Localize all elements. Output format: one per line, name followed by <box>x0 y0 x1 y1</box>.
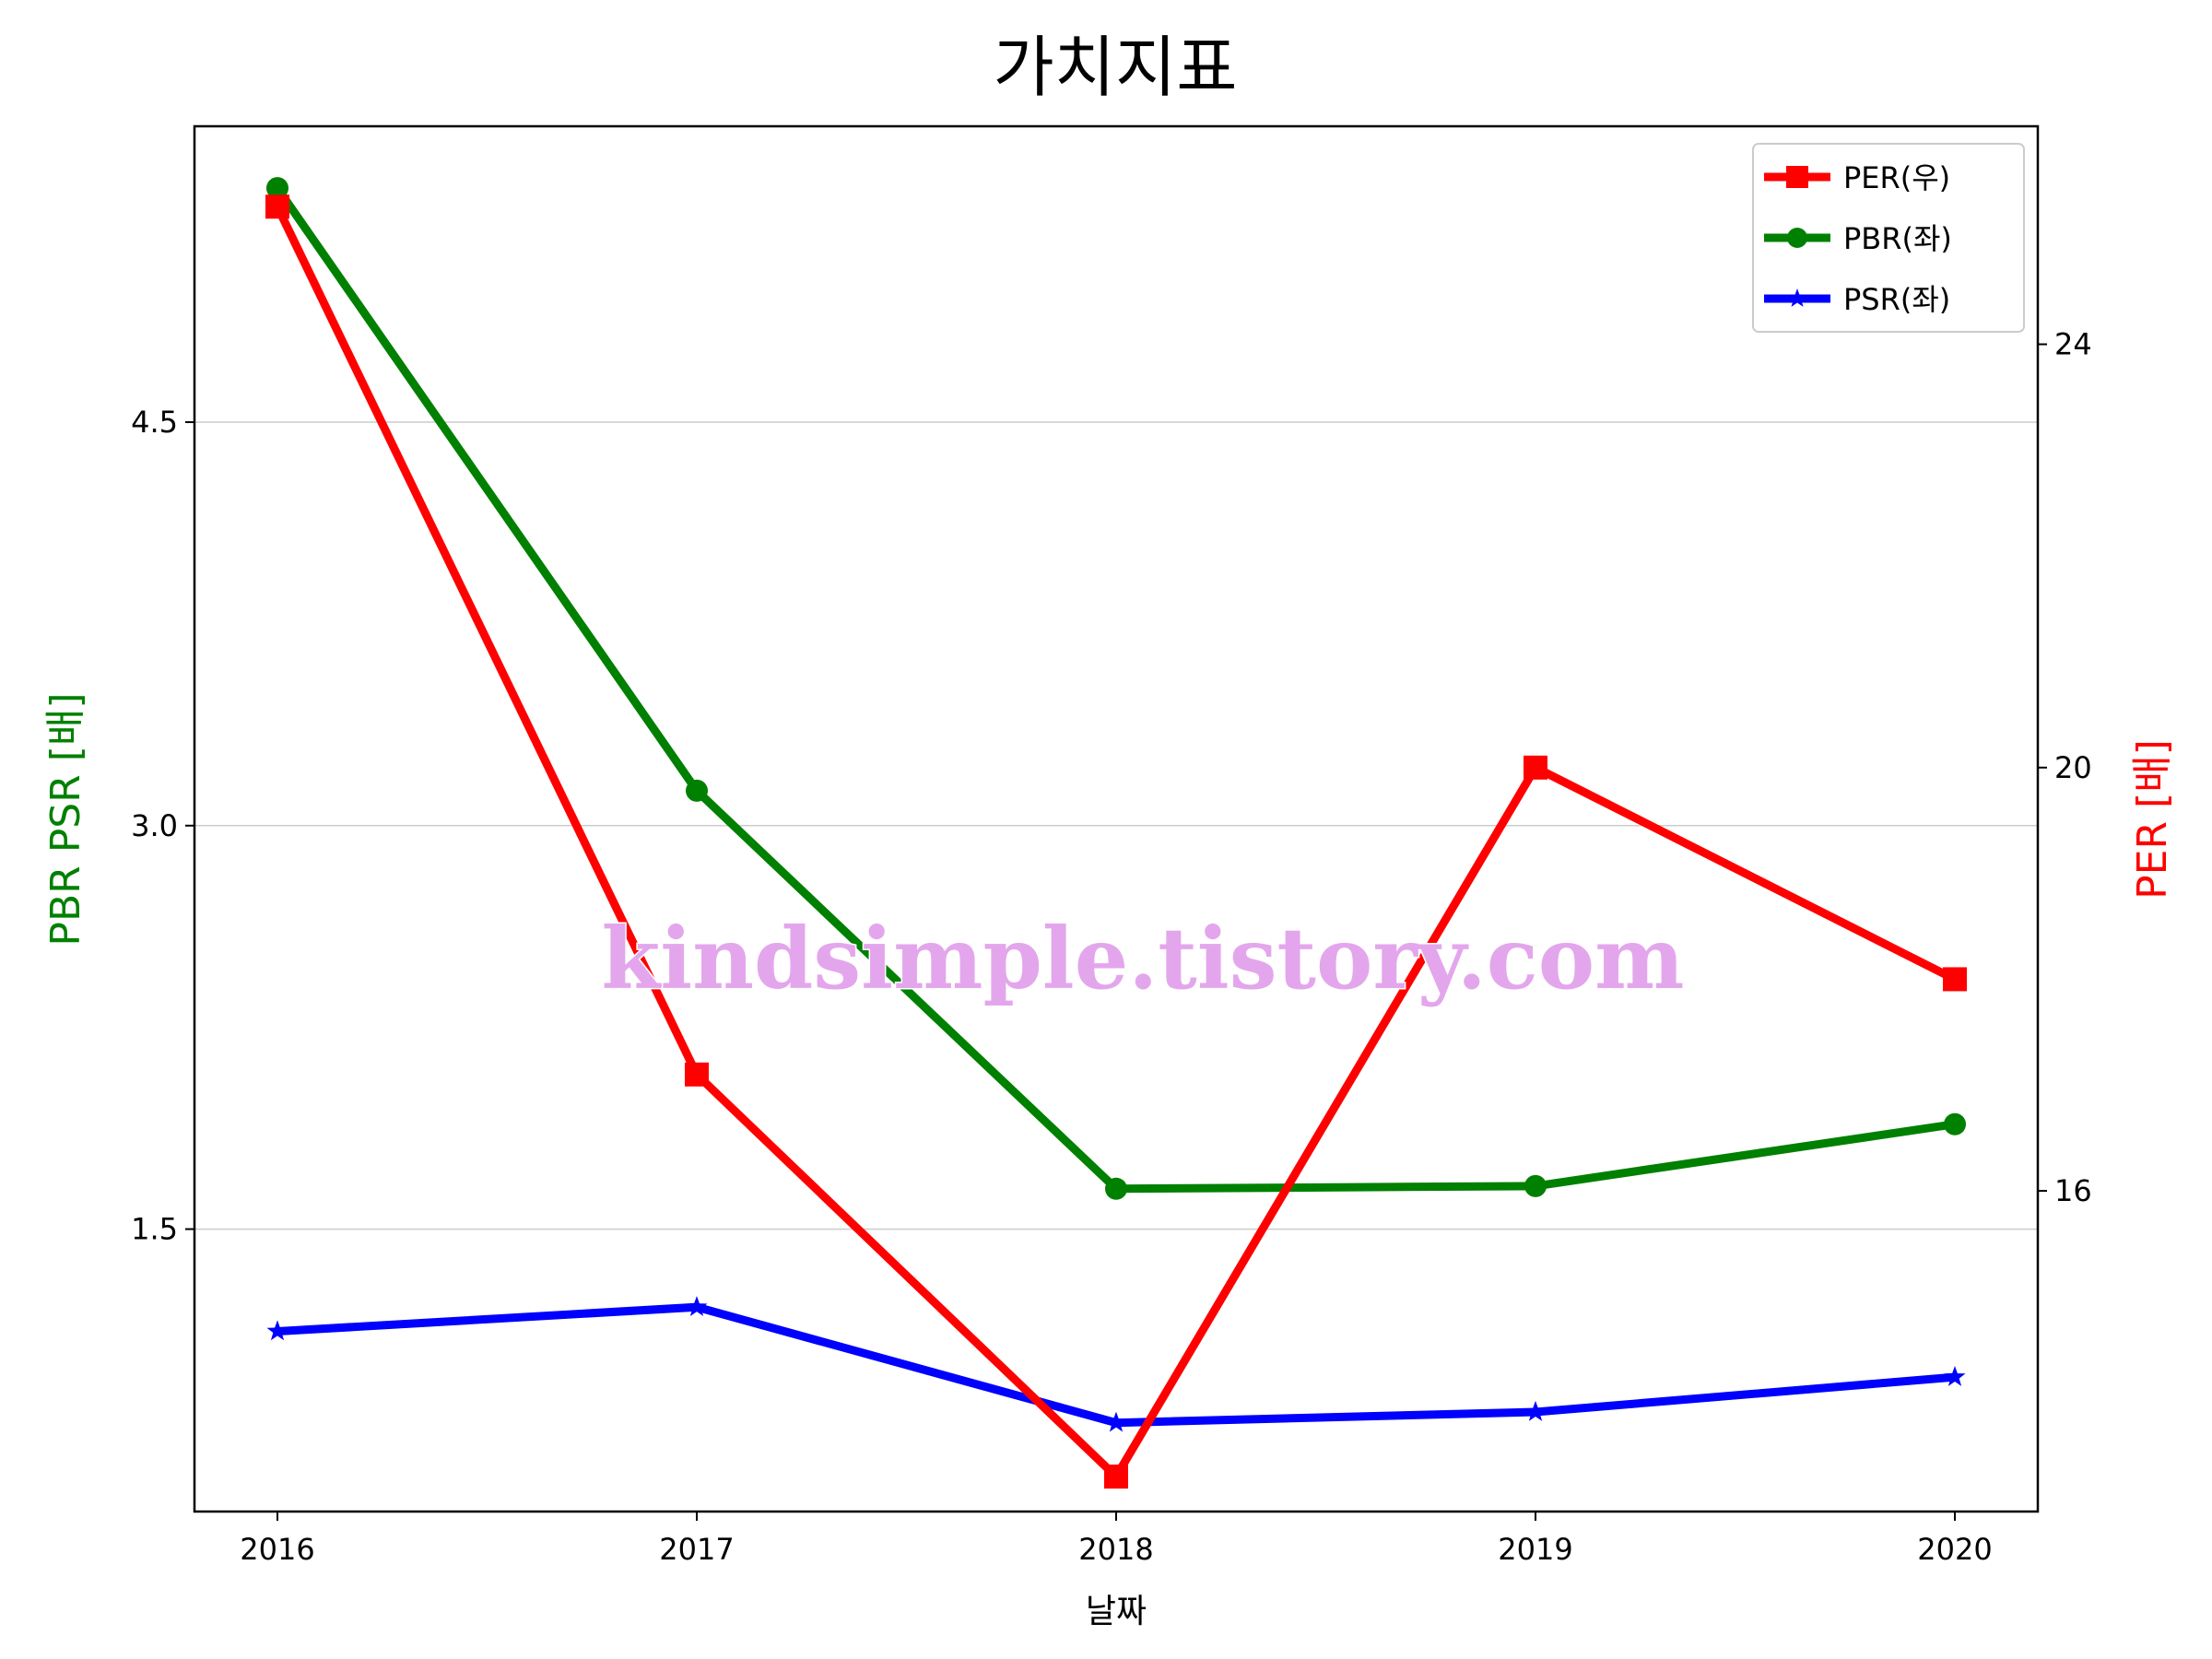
data-point <box>265 194 289 219</box>
data-point <box>686 1296 708 1316</box>
data-point <box>1105 1411 1127 1432</box>
legend-marker <box>1787 228 1807 248</box>
right-y-tick-label: 16 <box>2054 1173 2092 1208</box>
legend-label: PSR(좌) <box>1843 282 1950 317</box>
legend-marker <box>1786 166 1808 188</box>
data-point <box>266 1320 288 1341</box>
data-point <box>1943 967 1967 992</box>
right-y-tick-label: 20 <box>2054 750 2092 785</box>
left-y-tick-label: 4.5 <box>131 405 178 440</box>
grid-lines <box>194 421 2038 1230</box>
x-tick-label: 2016 <box>240 1532 314 1567</box>
x-tick-label: 2020 <box>1917 1532 1992 1567</box>
series-PSR(좌) <box>266 1296 1966 1432</box>
series-layer <box>265 177 1967 1489</box>
data-point <box>685 1062 709 1087</box>
data-point <box>1524 1400 1547 1421</box>
legend-marker <box>1787 288 1807 307</box>
legend: PER(우) PBR(좌) PSR(좌) <box>1752 143 2025 333</box>
right-y-tick-label: 24 <box>2054 327 2092 362</box>
legend-item: PSR(좌) <box>1764 282 1950 317</box>
x-axis-label: 날짜 <box>1086 1593 1147 1630</box>
series-PBR(좌) <box>266 177 1966 1200</box>
x-axis: 2016 2017 2018 2019 2020 <box>240 1512 1993 1567</box>
chart-title: 가치지표 <box>994 29 1238 106</box>
legend-label: PBR(좌) <box>1843 221 1952 256</box>
left-y-tick-label: 3.0 <box>131 808 178 843</box>
x-tick-label: 2017 <box>659 1532 734 1567</box>
x-tick-label: 2018 <box>1078 1532 1153 1567</box>
data-point <box>1944 1112 1966 1135</box>
data-point <box>1104 1465 1128 1489</box>
legend-item: PER(우) <box>1764 160 1950 195</box>
right-y-axis-label: PER [배] <box>2129 739 2176 900</box>
watermark: kindsimple.tistory.com <box>601 909 1684 1008</box>
left-y-axis: 1.5 3.0 4.5 <box>131 405 194 1247</box>
series-PER(우) <box>265 194 1967 1489</box>
x-tick-label: 2019 <box>1498 1532 1572 1567</box>
data-point <box>1524 1174 1547 1197</box>
data-point <box>1105 1177 1127 1200</box>
legend-item: PBR(좌) <box>1764 221 1952 256</box>
right-y-axis: 16 20 24 <box>2038 327 2092 1208</box>
data-point <box>686 779 708 802</box>
left-y-tick-label: 1.5 <box>131 1212 178 1247</box>
data-point <box>266 177 288 200</box>
legend-label: PER(우) <box>1843 160 1950 195</box>
left-y-axis-label: PBR PSR [배] <box>42 692 89 946</box>
data-point <box>1944 1366 1966 1386</box>
data-point <box>1524 755 1547 780</box>
legend-frame <box>1752 143 2025 333</box>
